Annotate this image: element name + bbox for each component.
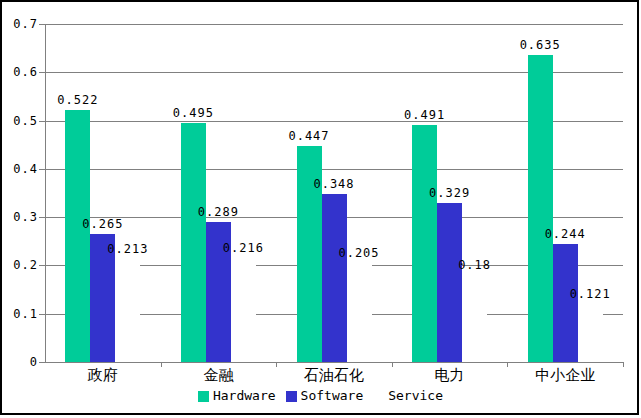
x-axis-tick	[161, 363, 162, 367]
legend-label: Service	[388, 389, 443, 403]
y-axis-tick	[39, 362, 45, 363]
legend-label: Hardware	[213, 389, 276, 403]
bar-value-label: 0.495	[173, 107, 214, 120]
y-tick-label: 0	[4, 355, 38, 369]
bar-value-label: 0.205	[338, 247, 379, 260]
bar-hardware	[528, 55, 553, 362]
y-tick-label: 0.3	[4, 210, 38, 224]
category-label: 中小企业	[535, 367, 595, 383]
legend-label: Software	[301, 389, 364, 403]
legend-swatch-hardware	[198, 391, 209, 402]
bar-service	[231, 258, 256, 362]
y-tick-label: 0.5	[4, 114, 38, 128]
y-axis-tick	[39, 24, 45, 25]
bar-service	[578, 304, 603, 362]
category-label: 电力	[435, 367, 465, 383]
y-tick-label: 0.1	[4, 307, 38, 321]
x-axis-line	[45, 362, 624, 363]
bar-value-label: 0.491	[404, 109, 445, 122]
y-tick-label: 0.2	[4, 258, 38, 272]
plot-area: 0.522 0.265 0.213 0.495 0.289 0.216 0.447 0.348…	[0, 0, 641, 418]
bar-value-label: 0.289	[198, 206, 239, 219]
legend-item-hardware: Hardware	[198, 389, 276, 403]
y-tick-label: 0.4	[4, 162, 38, 176]
bar-value-label: 0.329	[429, 187, 470, 200]
y-axis-tick	[39, 217, 45, 218]
bar-chart: 0.522 0.265 0.213 0.495 0.289 0.216 0.447 0.348…	[0, 0, 641, 418]
bar-software	[437, 203, 462, 362]
bar-value-label: 0.265	[82, 218, 123, 231]
category-label: 金融	[203, 367, 233, 383]
bar-value-label: 0.348	[313, 178, 354, 191]
y-axis-line	[45, 24, 46, 363]
bar-value-label: 0.244	[545, 228, 586, 241]
y-tick-label: 0.6	[4, 65, 38, 79]
bar-software	[322, 194, 347, 362]
y-tick-label: 0.7	[4, 17, 38, 31]
x-axis-tick	[276, 363, 277, 367]
legend-item-software: Software	[286, 389, 364, 403]
legend-swatch-software	[286, 391, 297, 402]
legend-item-service: Service	[373, 389, 443, 403]
x-axis-tick	[392, 363, 393, 367]
y-axis-tick	[39, 121, 45, 122]
bar-value-label: 0.635	[520, 39, 561, 52]
bar-hardware	[181, 123, 206, 362]
category-label: 政府	[88, 367, 118, 383]
legend-swatch-service	[373, 391, 384, 402]
bar-software	[553, 244, 578, 362]
y-axis-tick	[39, 314, 45, 315]
bar-hardware	[412, 125, 437, 362]
bar-value-label: 0.121	[570, 288, 611, 301]
x-axis-tick	[507, 363, 508, 367]
bar-service	[347, 263, 372, 362]
y-axis-tick	[39, 169, 45, 170]
bar-value-label: 0.18	[458, 259, 491, 272]
bar-value-label: 0.522	[57, 94, 98, 107]
x-axis-tick	[623, 363, 624, 367]
bar-service	[462, 275, 487, 362]
bar-service	[115, 259, 140, 362]
y-axis-tick	[39, 72, 45, 73]
bar-value-label: 0.213	[107, 243, 148, 256]
bar-value-label: 0.216	[223, 242, 264, 255]
y-axis-tick	[39, 265, 45, 266]
category-label: 石油石化	[304, 367, 364, 383]
legend: Hardware Software Service	[0, 389, 641, 403]
bar-hardware	[65, 110, 90, 362]
bar-value-label: 0.447	[288, 130, 329, 143]
gridline	[45, 24, 623, 25]
